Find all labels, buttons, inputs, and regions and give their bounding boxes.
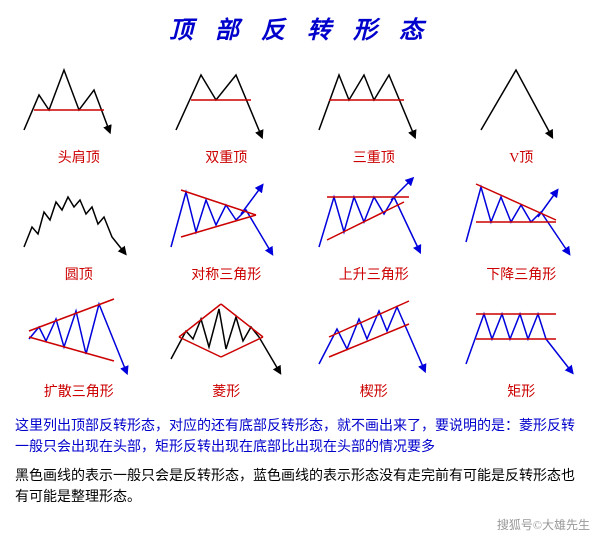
chart-svg <box>456 172 586 262</box>
pattern-label: 圆顶 <box>65 264 93 284</box>
watermark: 搜狐号©大雄先生 <box>10 516 590 533</box>
chart-svg <box>14 55 144 145</box>
chart-svg <box>14 289 144 379</box>
chart-svg <box>309 55 439 145</box>
chart-svg <box>456 55 586 145</box>
pattern-label: V顶 <box>509 147 533 167</box>
description-2: 黑色画线的表示一般只会是反转形态，蓝色画线的表示形态没有走完前有可能是反转形态也… <box>15 466 585 508</box>
chart-svg <box>161 55 291 145</box>
chart-svg <box>14 172 144 262</box>
pattern-grid: 头肩顶 双重顶 三重顶 V顶 圆顶 对称三角形 上升三角形 下降三角形 扩散三角… <box>10 55 590 401</box>
pattern-label: 下降三角形 <box>486 264 556 284</box>
pattern-descending-triangle: 下降三角形 <box>453 172 591 284</box>
pattern-label: 上升三角形 <box>339 264 409 284</box>
chart-svg <box>309 289 439 379</box>
page-title: 顶 部 反 转 形 态 <box>10 10 590 45</box>
pattern-rounding-top: 圆顶 <box>10 172 148 284</box>
pattern-wedge: 楔形 <box>305 289 443 401</box>
description-1: 这里列出顶部反转形态，对应的还有底部反转形态，就不画出来了，要说明的是：菱形反转… <box>15 416 585 458</box>
chart-svg <box>309 172 439 262</box>
chart-svg <box>161 289 291 379</box>
pattern-label: 菱形 <box>212 381 240 401</box>
pattern-ascending-triangle: 上升三角形 <box>305 172 443 284</box>
pattern-label: 扩散三角形 <box>44 381 114 401</box>
pattern-rectangle: 矩形 <box>453 289 591 401</box>
pattern-double-top: 双重顶 <box>158 55 296 167</box>
pattern-triple-top: 三重顶 <box>305 55 443 167</box>
pattern-v-top: V顶 <box>453 55 591 167</box>
pattern-label: 头肩顶 <box>58 147 100 167</box>
pattern-broadening: 扩散三角形 <box>10 289 148 401</box>
pattern-label: 矩形 <box>507 381 535 401</box>
pattern-label: 楔形 <box>360 381 388 401</box>
pattern-symmetric-triangle: 对称三角形 <box>158 172 296 284</box>
pattern-head-shoulders: 头肩顶 <box>10 55 148 167</box>
pattern-label: 双重顶 <box>205 147 247 167</box>
pattern-label: 三重顶 <box>353 147 395 167</box>
pattern-label: 对称三角形 <box>191 264 261 284</box>
chart-svg <box>456 289 586 379</box>
pattern-diamond: 菱形 <box>158 289 296 401</box>
chart-svg <box>161 172 291 262</box>
